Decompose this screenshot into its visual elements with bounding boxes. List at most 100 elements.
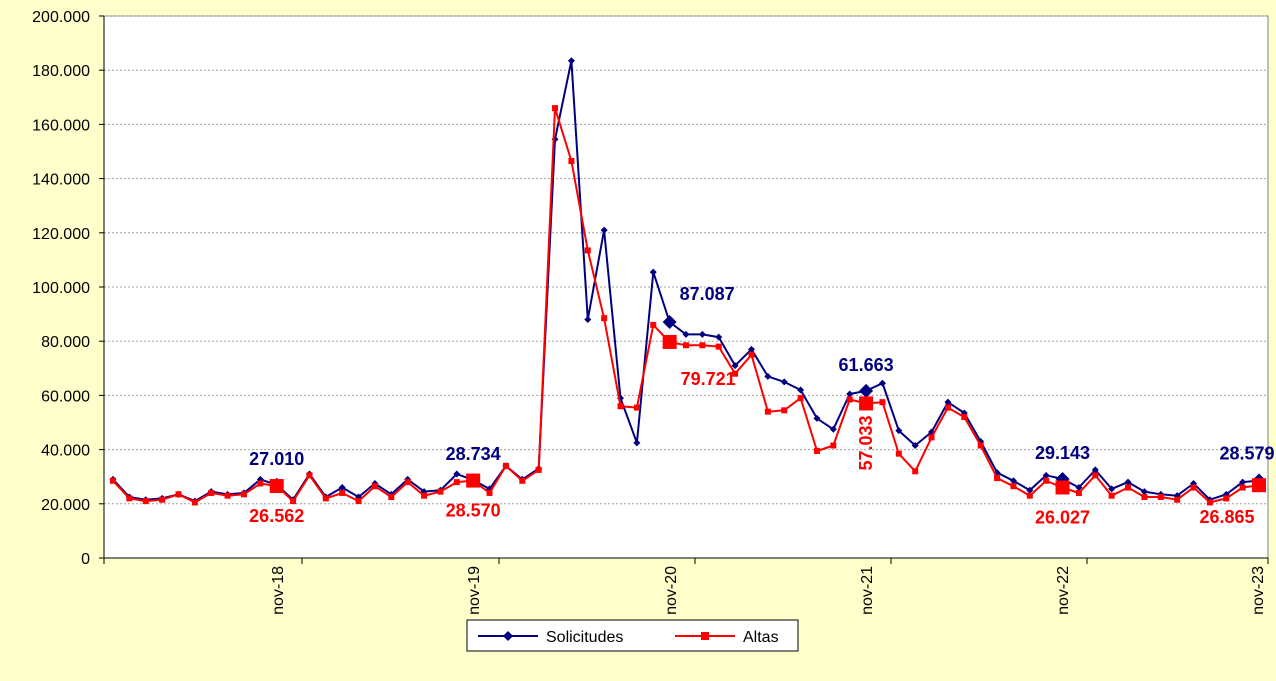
data-point (437, 488, 444, 495)
data-point (535, 466, 542, 473)
data-labels: 27.010 28.734 87.087 61.663 29.143 28.579 26.5… (249, 284, 1274, 527)
data-point (126, 495, 133, 502)
data-point (191, 499, 198, 506)
data-point (568, 157, 575, 164)
legend: Solicitudes Altas (466, 619, 799, 652)
data-point (519, 477, 526, 484)
data-point (306, 472, 313, 479)
data-point (1252, 478, 1266, 493)
data-point (732, 370, 739, 377)
data-point (584, 247, 591, 254)
data-point (1124, 478, 1132, 486)
y-tick-label: 180.000 (32, 63, 90, 80)
legend-marker-altas (701, 632, 709, 640)
data-label-altas: 26.562 (249, 506, 304, 526)
data-point (1009, 477, 1017, 485)
data-point (567, 57, 575, 65)
data-point (1125, 484, 1132, 491)
data-point (764, 408, 771, 415)
data-point (1157, 494, 1164, 501)
data-point (911, 442, 919, 450)
data-point (813, 414, 821, 422)
data-point (895, 427, 903, 435)
data-point (859, 383, 874, 398)
data-label-altas: 57.033 (856, 415, 876, 470)
y-tick-label: 40.000 (41, 443, 90, 460)
data-label-solicitudes: 28.579 (1219, 444, 1274, 464)
data-point (404, 479, 411, 486)
data-point (1091, 466, 1099, 474)
data-label-altas: 28.570 (446, 501, 501, 521)
data-point (1239, 484, 1246, 491)
data-point (747, 345, 755, 353)
x-tick-label: nov-20 (663, 566, 680, 615)
data-point (355, 498, 362, 505)
data-point (797, 395, 804, 402)
data-point (859, 396, 874, 411)
data-point (486, 489, 493, 496)
data-point (662, 314, 677, 329)
data-point (453, 479, 460, 486)
data-point (208, 489, 215, 496)
data-point (944, 404, 951, 411)
data-point (110, 477, 116, 484)
data-point (1108, 492, 1115, 499)
data-point (797, 386, 805, 394)
data-point (699, 342, 706, 349)
data-label-solicitudes: 87.087 (680, 284, 735, 304)
y-axis-ticks: 0 20.000 40.000 60.000 80.000 100.000 120.000 1… (32, 9, 104, 568)
data-point (1026, 486, 1034, 494)
data-point (1174, 496, 1181, 503)
legend-label-solicitudes: Solicitudes (546, 629, 623, 646)
data-point (142, 498, 149, 505)
data-point (781, 407, 788, 414)
data-label-solicitudes: 29.143 (1035, 443, 1090, 463)
data-point (175, 491, 182, 498)
data-point (388, 494, 395, 501)
y-tick-label: 160.000 (32, 117, 90, 134)
data-point (224, 492, 231, 499)
data-point (846, 396, 853, 403)
data-point (715, 333, 723, 341)
data-point (552, 105, 559, 112)
data-point (322, 495, 329, 502)
y-tick-label: 60.000 (41, 388, 90, 405)
data-point (649, 268, 657, 276)
data-point (584, 316, 592, 324)
data-point (1108, 485, 1116, 493)
data-point (879, 399, 886, 406)
data-point (1239, 478, 1247, 486)
data-point (780, 378, 788, 386)
data-point (1055, 480, 1070, 495)
legend-label-altas: Altas (743, 629, 779, 646)
y-tick-label: 0 (81, 551, 90, 568)
data-point (1042, 471, 1050, 479)
data-point (846, 390, 854, 398)
data-point (878, 379, 886, 387)
data-point (813, 447, 820, 454)
data-point (600, 226, 608, 234)
data-point (683, 342, 689, 349)
x-tick-label: nov-18 (270, 566, 287, 615)
data-point (269, 479, 284, 494)
data-point (698, 330, 706, 338)
data-point (682, 330, 690, 338)
data-point (371, 483, 378, 490)
y-tick-label: 120.000 (32, 226, 90, 243)
data-point (633, 439, 641, 447)
x-axis-ticks: nov-18 nov-19 nov-20 nov-21 nov-22 nov-23 (103, 558, 1269, 615)
data-point (159, 496, 166, 503)
data-label-solicitudes: 28.734 (446, 444, 501, 464)
data-point (650, 321, 657, 328)
data-point (1075, 484, 1083, 492)
y-tick-label: 100.000 (32, 280, 90, 297)
data-point (662, 334, 677, 349)
x-tick-label: nov-22 (1055, 566, 1072, 615)
data-label-altas: 26.027 (1035, 507, 1090, 527)
gridlines (104, 15, 1268, 505)
data-point (994, 475, 1001, 482)
data-point (502, 462, 509, 469)
data-point (829, 425, 837, 433)
data-point (290, 498, 297, 505)
